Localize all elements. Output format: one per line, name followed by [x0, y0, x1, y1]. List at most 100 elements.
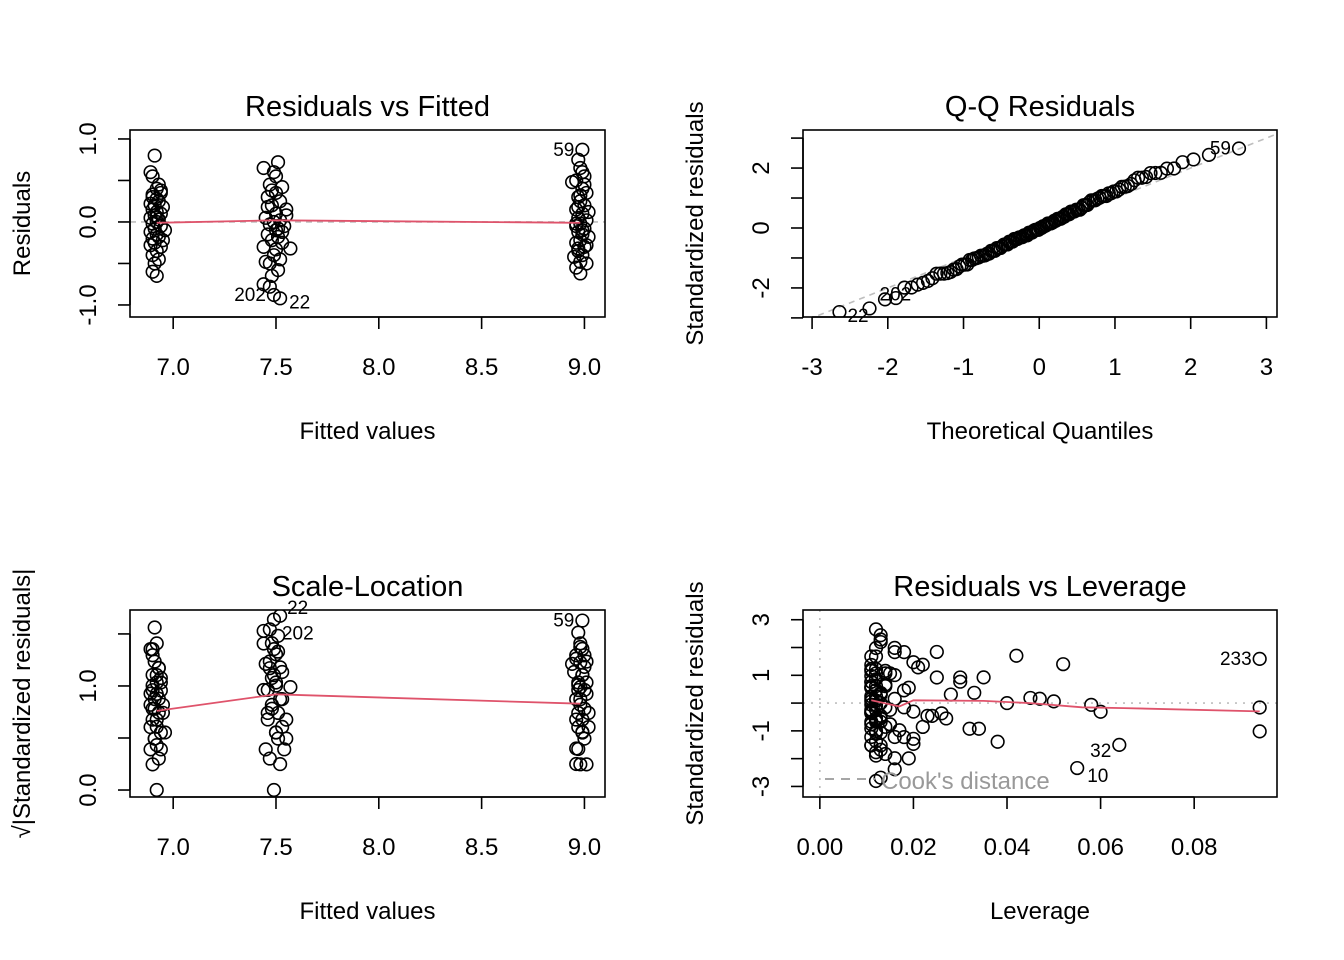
- data-point: [952, 259, 967, 274]
- data-point: [864, 717, 879, 732]
- x-axis-title: Fitted values: [299, 898, 435, 925]
- data-point: [264, 670, 279, 686]
- point-label-22: 22: [289, 292, 310, 313]
- data-point: [571, 720, 586, 735]
- data-point: [1084, 697, 1099, 712]
- data-point: [967, 251, 982, 266]
- point-label-32: 32: [1090, 741, 1111, 762]
- data-point: [258, 254, 273, 269]
- point-label-59: 59: [553, 140, 574, 161]
- data-point: [1166, 161, 1182, 176]
- data-point: [569, 235, 584, 250]
- data-point: [149, 636, 164, 651]
- data-point: [571, 199, 586, 215]
- data-point: [1201, 147, 1217, 162]
- data-point: [862, 301, 877, 316]
- data-point: [897, 280, 912, 295]
- y-tick-label: 2: [748, 161, 775, 174]
- data-point: [153, 183, 168, 198]
- data-point: [270, 731, 286, 746]
- panel-scale-location: 202 22 59 7.0 7.5 8.0 8.5 9.0 0.0 1.0 Scale-Locati…: [9, 569, 606, 925]
- plot-area: [143, 610, 596, 797]
- data-point: [878, 719, 893, 734]
- x-tick-label: 9.0: [568, 834, 601, 861]
- data-point: [147, 148, 162, 163]
- data-point: [575, 641, 590, 656]
- y-tick-label: -1.0: [75, 284, 102, 325]
- data-point: [868, 748, 884, 763]
- data-point: [268, 678, 284, 693]
- x-tick-label: 2: [1184, 354, 1197, 381]
- data-point: [1090, 191, 1105, 206]
- data-point: [579, 757, 594, 772]
- data-point: [145, 187, 160, 202]
- data-point: [262, 279, 277, 294]
- data-point: [149, 782, 164, 797]
- data-point: [1112, 737, 1127, 752]
- data-point: [275, 224, 290, 240]
- data-point: [887, 667, 902, 683]
- x-axis-title: Leverage: [990, 898, 1090, 925]
- data-point: [1003, 234, 1019, 249]
- data-point: [929, 644, 944, 660]
- data-point: [1093, 704, 1108, 719]
- data-point: [1044, 216, 1059, 231]
- data-point: [277, 742, 292, 757]
- data-point: [864, 680, 879, 695]
- data-point: [567, 249, 582, 264]
- x-axis-title: Fitted values: [299, 418, 435, 445]
- data-point: [1231, 141, 1247, 156]
- data-point: [864, 702, 879, 717]
- data-point: [864, 697, 879, 712]
- data-point: [1065, 204, 1080, 219]
- data-point: [1012, 230, 1027, 245]
- data-point: [873, 632, 888, 647]
- data-point: [149, 675, 164, 690]
- data-point: [573, 266, 588, 281]
- data-point: [262, 751, 277, 766]
- data-point: [1120, 178, 1135, 194]
- plot-frame: [129, 609, 606, 798]
- data-point: [145, 169, 160, 184]
- data-point: [868, 734, 884, 749]
- data-point: [934, 706, 949, 721]
- data-point: [887, 729, 902, 745]
- data-point: [971, 721, 987, 736]
- y-tick-label: 1.0: [75, 669, 102, 702]
- data-point: [1124, 176, 1139, 192]
- y-axis-title: Residuals: [9, 171, 36, 276]
- data-point: [896, 645, 912, 660]
- data-point: [579, 686, 594, 701]
- data-point: [896, 683, 912, 698]
- plot-frame: [129, 129, 606, 318]
- data-point: [920, 708, 935, 723]
- data-point: [153, 742, 168, 757]
- data-point: [573, 757, 588, 772]
- plot-area: [130, 142, 605, 306]
- y-tick-label: 1: [748, 669, 775, 682]
- data-point: [575, 613, 590, 628]
- smooth-line: [156, 219, 581, 224]
- x-tick-label: -1: [953, 354, 974, 381]
- data-point: [982, 246, 997, 261]
- data-point: [943, 687, 958, 702]
- data-point: [1252, 651, 1267, 666]
- data-point: [896, 700, 912, 715]
- data-point: [967, 685, 982, 700]
- data-point: [1186, 152, 1201, 167]
- panel-title: Residuals vs Leverage: [893, 571, 1186, 603]
- data-point: [910, 277, 925, 292]
- data-point: [571, 241, 586, 256]
- data-point: [266, 782, 282, 797]
- data-point: [155, 697, 171, 712]
- data-point: [143, 686, 158, 701]
- panel-resid-fitted: 202 22 59 7.0 7.5 8.0 8.5 9.0 -1.0 0.0 1.0 Residual…: [9, 91, 606, 445]
- data-point: [911, 660, 926, 675]
- data-point: [864, 657, 879, 673]
- data-point: [1028, 222, 1043, 237]
- data-point: [279, 208, 294, 223]
- data-point: [157, 725, 173, 740]
- x-tick-label: 3: [1260, 354, 1273, 381]
- data-point: [145, 678, 160, 693]
